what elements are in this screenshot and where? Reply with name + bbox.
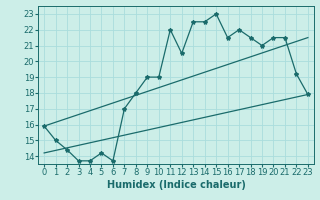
X-axis label: Humidex (Indice chaleur): Humidex (Indice chaleur) <box>107 180 245 190</box>
